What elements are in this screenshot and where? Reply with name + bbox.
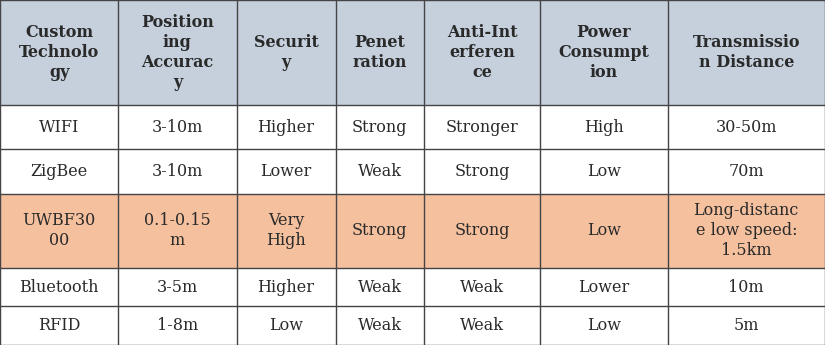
Text: Low: Low [269,317,303,334]
Bar [540,149,667,194]
Bar [237,149,336,194]
Bar [540,194,667,268]
Bar [0,105,118,149]
Bar [667,0,825,105]
Bar [667,105,825,149]
Bar [540,306,667,345]
Bar [336,0,424,105]
Bar [237,105,336,149]
Text: RFID: RFID [38,317,80,334]
Bar [424,268,540,306]
Bar [0,268,118,306]
Text: Position
ing
Accurac
y: Position ing Accurac y [141,14,214,91]
Bar [0,149,118,194]
Text: Very
High: Very High [266,212,306,249]
Text: Higher: Higher [257,278,314,296]
Text: Bluetooth: Bluetooth [20,278,99,296]
Bar [424,306,540,345]
Bar [237,306,336,345]
Bar [336,149,424,194]
Text: ZigBee: ZigBee [31,163,87,180]
Text: 3-5m: 3-5m [157,278,198,296]
Bar [336,306,424,345]
Bar [540,0,667,105]
Bar [118,268,237,306]
Text: Stronger: Stronger [446,119,519,136]
Text: Transmissio
n Distance: Transmissio n Distance [692,34,800,71]
Bar [336,268,424,306]
Bar [667,268,825,306]
Text: Securit
y: Securit y [253,34,318,71]
Bar [667,149,825,194]
Text: Higher: Higher [257,119,314,136]
Text: Low: Low [587,163,621,180]
Bar [237,268,336,306]
Text: 0.1-0.15
m: 0.1-0.15 m [144,212,211,249]
Bar [237,194,336,268]
Text: Weak: Weak [460,317,504,334]
Text: Strong: Strong [455,222,510,239]
Bar [118,194,237,268]
Bar [424,149,540,194]
Bar [336,194,424,268]
Bar [540,268,667,306]
Text: Low: Low [587,222,621,239]
Bar [667,306,825,345]
Bar [424,0,540,105]
Bar [336,105,424,149]
Bar [237,0,336,105]
Text: Long-distanc
e low speed:
1.5km: Long-distanc e low speed: 1.5km [694,202,799,259]
Text: Strong: Strong [455,163,510,180]
Text: 3-10m: 3-10m [152,163,203,180]
Bar [0,306,118,345]
Text: Weak: Weak [358,317,402,334]
Bar [424,105,540,149]
Bar [118,306,237,345]
Text: Power
Consumpt
ion: Power Consumpt ion [559,24,649,81]
Text: Strong: Strong [352,119,408,136]
Text: 1-8m: 1-8m [157,317,198,334]
Text: Custom
Technolo
gy: Custom Technolo gy [19,24,99,81]
Text: 30-50m: 30-50m [715,119,777,136]
Bar [0,0,118,105]
Text: 3-10m: 3-10m [152,119,203,136]
Text: 70m: 70m [728,163,764,180]
Bar [118,0,237,105]
Text: 10m: 10m [728,278,764,296]
Text: UWBF30
00: UWBF30 00 [22,212,96,249]
Text: Weak: Weak [460,278,504,296]
Bar [0,194,118,268]
Bar [540,105,667,149]
Text: Strong: Strong [352,222,408,239]
Text: 5m: 5m [733,317,759,334]
Text: Weak: Weak [358,163,402,180]
Text: Low: Low [587,317,621,334]
Text: Weak: Weak [358,278,402,296]
Text: Anti-Int
erferen
ce: Anti-Int erferen ce [447,24,517,81]
Text: High: High [584,119,624,136]
Text: Lower: Lower [261,163,312,180]
Text: Penet
ration: Penet ration [352,34,407,71]
Bar [667,194,825,268]
Bar [118,149,237,194]
Text: Lower: Lower [578,278,629,296]
Bar [118,105,237,149]
Text: WIFI: WIFI [39,119,79,136]
Bar [424,194,540,268]
